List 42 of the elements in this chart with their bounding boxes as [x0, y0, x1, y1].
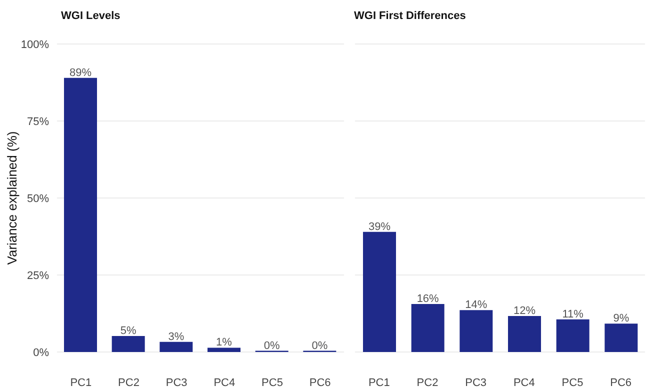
x-tick-label: PC3 [166, 376, 188, 389]
data-label: 16% [416, 292, 440, 305]
bar [64, 78, 97, 352]
data-label: 0% [264, 340, 280, 352]
x-tick-label: PC6 [309, 376, 331, 389]
x-tick-label: PC1 [70, 376, 92, 389]
bar [160, 342, 193, 352]
bar [112, 336, 145, 352]
data-label: 11% [562, 308, 584, 320]
data-label: 1% [216, 336, 232, 349]
bar [460, 310, 493, 352]
x-tick-label: PC6 [610, 376, 632, 389]
y-tick-label: 100% [20, 38, 50, 51]
y-tick-label: 50% [26, 192, 50, 205]
bar [556, 319, 590, 352]
x-tick-label: PC2 [118, 376, 140, 389]
x-tick-label: PC3 [465, 376, 487, 389]
x-tick-label: PC2 [416, 376, 438, 389]
chart-title: WGI Levels [61, 10, 120, 22]
y-axis-title: Variance explained (%) [4, 131, 20, 265]
bar [508, 316, 541, 352]
x-tick-label: PC4 [513, 376, 535, 389]
x-tick-label: PC5 [562, 376, 584, 389]
chart-title: WGI First Differences [354, 10, 466, 22]
data-label: 3% [168, 330, 184, 343]
bar [411, 304, 444, 352]
bar [363, 232, 396, 352]
data-label: 0% [312, 340, 328, 352]
x-tick-label: PC5 [262, 376, 283, 389]
data-label: 89% [69, 66, 92, 79]
y-tick-label: 0% [33, 346, 50, 359]
data-label: 5% [120, 324, 136, 337]
bar [208, 348, 240, 352]
bar [604, 324, 638, 352]
x-tick-label: PC1 [368, 376, 390, 389]
data-label: 39% [368, 220, 391, 233]
y-tick-label: 25% [26, 270, 50, 282]
data-label: 14% [465, 299, 488, 312]
y-tick-label: 75% [26, 116, 50, 128]
x-tick-label: PC4 [214, 376, 236, 389]
data-label: 9% [613, 312, 630, 325]
data-label: 12% [513, 304, 536, 317]
